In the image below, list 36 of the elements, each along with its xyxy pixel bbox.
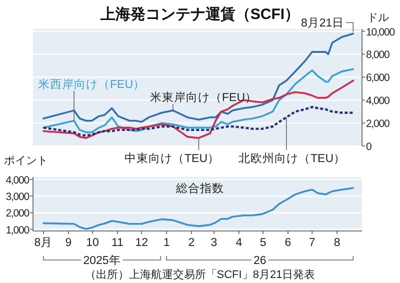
text: 総合指数	[175, 182, 224, 195]
annotation: 8月21日	[300, 16, 344, 30]
series-label: 中東向け（TEU）	[124, 152, 220, 165]
text: 2025年	[83, 254, 121, 267]
series-label: 米東岸向け（FEU）	[150, 91, 257, 104]
text: 北欧州向け（TEU）	[238, 152, 346, 165]
x-tick-label: 12	[135, 237, 148, 249]
x-tick-label: 1	[163, 237, 170, 249]
y-tick-label: 3,000	[6, 191, 30, 204]
x-tick-label: 8月	[34, 236, 53, 249]
line-series	[42, 106, 354, 137]
y-tick-label: 10,000	[366, 26, 396, 38]
x-tick-label: 11	[111, 237, 124, 249]
x-tick-label: 2	[188, 237, 195, 249]
y-tick-label: 4,000	[366, 95, 390, 108]
text: （出所）上海航運交易所「SCFI」8月21日発表	[84, 268, 316, 281]
x-tick-label: 10	[86, 237, 99, 249]
y-tick-label: 2,000	[6, 208, 30, 220]
y-tick-label: 0	[366, 141, 372, 153]
y-tick-label: 6,000	[366, 72, 390, 84]
text: 米西岸向け（FEU）	[38, 78, 145, 91]
chart-title: 上海発コンテナ運賃（SCFI）	[99, 6, 300, 23]
y-tick-label: 4,000	[6, 174, 30, 186]
x-tick-label: 3	[210, 237, 218, 249]
x-tick-label: 9	[65, 237, 72, 249]
x-tick-label: 8	[334, 237, 340, 249]
x-tick-label: 7	[308, 237, 316, 249]
y-axis-title: ポイント	[4, 155, 48, 167]
x-tick-label: 6	[284, 237, 292, 249]
x-tick-label: 4	[236, 237, 243, 249]
y-axis-title: ドル	[367, 12, 389, 24]
y-tick-label: 1,000	[6, 224, 30, 236]
text: 26	[253, 255, 266, 267]
y-tick-label: 8,000	[366, 49, 390, 62]
y-tick-label: 2,000	[366, 118, 390, 130]
x-tick-label: 5	[260, 237, 266, 249]
